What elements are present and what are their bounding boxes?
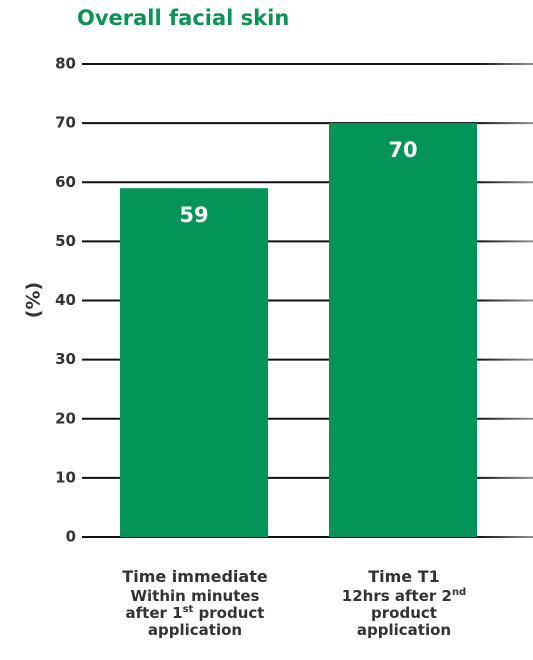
category-detail-1-line3: application (147, 621, 243, 639)
y-tick-label: 40 (55, 291, 76, 309)
y-tick-label: 60 (55, 173, 76, 191)
category-name-1: Time immediate (122, 567, 268, 586)
y-tick-label: 0 (66, 528, 76, 546)
category-detail-1-line2: after 1st product (125, 604, 265, 622)
category-detail-2-line1: 12hrs after 2nd (341, 587, 467, 605)
category-label-1: Time immediate Within minutes after 1st … (95, 568, 295, 639)
y-tick-label: 30 (55, 350, 76, 368)
bar-value-label-2: 70 (388, 138, 417, 162)
y-tick-label: 70 (55, 114, 76, 132)
bar-value-label-1: 59 (179, 203, 208, 227)
y-tick-label: 50 (55, 232, 76, 250)
bar-1 (120, 188, 268, 537)
category-detail-1-line1: Within minutes (130, 587, 260, 605)
chart-title: Overall facial skin (77, 6, 290, 30)
y-axis-label: (%) (23, 282, 45, 318)
y-tick-label: 20 (55, 409, 76, 427)
gridline-fade-overlay (477, 55, 533, 545)
y-tick-label: 10 (55, 468, 76, 486)
category-detail-2-line2: product (371, 604, 437, 622)
category-label-2: Time T1 12hrs after 2nd product applicat… (304, 568, 504, 639)
category-name-2: Time T1 (368, 567, 440, 586)
bar-2 (329, 123, 477, 537)
category-detail-2-line3: application (356, 621, 452, 639)
y-tick-label: 80 (55, 55, 76, 73)
